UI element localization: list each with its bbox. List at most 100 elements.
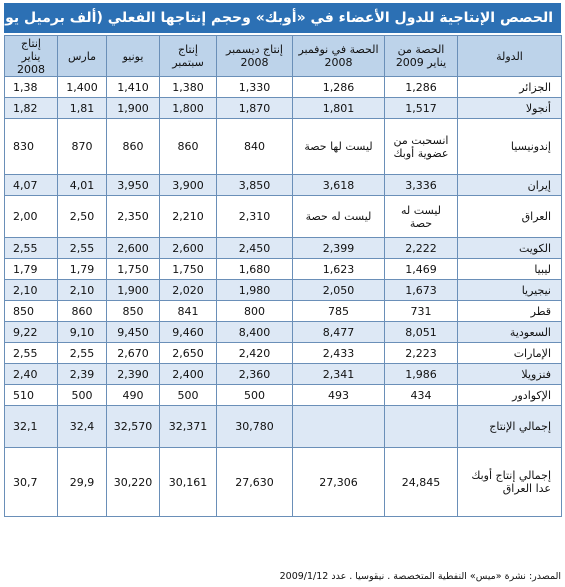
country-cell: فنزويلا bbox=[457, 363, 562, 385]
value-cell: 8,051 bbox=[384, 321, 458, 343]
table-row: العراق ليست له حصة ليست له حصة 2,310 2,210 2,… bbox=[4, 195, 562, 238]
column-header: إنتاج سبتمبر bbox=[159, 35, 217, 77]
country-cell: إندونيسيا bbox=[457, 118, 562, 175]
value-cell: 1,800 bbox=[159, 97, 217, 119]
value-cell: 2,650 bbox=[159, 342, 217, 364]
value-cell: 3,618 bbox=[292, 174, 385, 196]
value-cell: 8,400 bbox=[216, 321, 293, 343]
value-cell: 500 bbox=[216, 384, 293, 406]
column-header: الدولة bbox=[457, 35, 562, 77]
value-cell: 860 bbox=[106, 118, 160, 175]
value-cell: 1,673 bbox=[384, 279, 458, 301]
value-cell: 32,4 bbox=[57, 405, 107, 448]
value-cell: 870 bbox=[57, 118, 107, 175]
value-cell: 2,399 bbox=[292, 237, 385, 259]
value-cell: 3,950 bbox=[106, 174, 160, 196]
value-cell: 2,222 bbox=[384, 237, 458, 259]
value-cell: 830 bbox=[4, 118, 58, 175]
value-cell: 30,7 bbox=[4, 447, 58, 517]
value-cell: 3,336 bbox=[384, 174, 458, 196]
value-cell: 1,38 bbox=[4, 76, 58, 98]
value-cell: 2,433 bbox=[292, 342, 385, 364]
value-cell: 840 bbox=[216, 118, 293, 175]
value-cell: 1,750 bbox=[159, 258, 217, 280]
country-cell: الجزائر bbox=[457, 76, 562, 98]
table-row: الكويت 2,222 2,399 2,450 2,600 2,600 2,55 2,55 bbox=[4, 237, 562, 259]
value-cell: ليست له حصة bbox=[292, 195, 385, 238]
value-cell: 1,801 bbox=[292, 97, 385, 119]
country-cell: السعودية bbox=[457, 321, 562, 343]
table-row: أنجولا 1,517 1,801 1,870 1,800 1,900 1,81 1,82 bbox=[4, 97, 562, 119]
value-cell: 2,39 bbox=[57, 363, 107, 385]
value-cell: 500 bbox=[57, 384, 107, 406]
table-row: نيجيريا 1,673 2,050 1,980 2,020 1,900 2,10 2,10 bbox=[4, 279, 562, 301]
value-cell: 1,623 bbox=[292, 258, 385, 280]
value-cell: 1,286 bbox=[384, 76, 458, 98]
value-cell: 4,01 bbox=[57, 174, 107, 196]
country-cell: إيران bbox=[457, 174, 562, 196]
value-cell: انسحبت من عضوية أوبك bbox=[384, 118, 458, 175]
value-cell: 1,79 bbox=[57, 258, 107, 280]
value-cell: 32,1 bbox=[4, 405, 58, 448]
value-cell: 1,900 bbox=[106, 279, 160, 301]
value-cell: 32,371 bbox=[159, 405, 217, 448]
value-cell: 30,780 bbox=[216, 405, 293, 448]
table-header-row: الدولة الحصة من يناير 2009 الحصة في نوفمبر… bbox=[4, 35, 562, 77]
value-cell: 3,900 bbox=[159, 174, 217, 196]
value-cell: 2,600 bbox=[159, 237, 217, 259]
value-cell: 493 bbox=[292, 384, 385, 406]
value-cell: 27,630 bbox=[216, 447, 293, 517]
value-cell: 860 bbox=[159, 118, 217, 175]
value-cell: 850 bbox=[4, 300, 58, 322]
table-row: إيران 3,336 3,618 3,850 3,900 3,950 4,01 4,07 bbox=[4, 174, 562, 196]
country-cell: ليبيا bbox=[457, 258, 562, 280]
value-cell bbox=[384, 405, 458, 448]
column-header: إنتاج يناير 2008 bbox=[4, 35, 58, 77]
source-note: المصدر: نشرة «ميس» النفطية المتخصصة . ني… bbox=[279, 571, 561, 582]
opec-quota-table: الدولة الحصة من يناير 2009 الحصة في نوفمبر… bbox=[4, 35, 562, 517]
value-cell: 1,82 bbox=[4, 97, 58, 119]
value-cell: 27,306 bbox=[292, 447, 385, 517]
value-cell: ليست له حصة bbox=[384, 195, 458, 238]
value-cell: 30,161 bbox=[159, 447, 217, 517]
table-row: ليبيا 1,469 1,623 1,680 1,750 1,750 1,79 1,79 bbox=[4, 258, 562, 280]
value-cell: 24,845 bbox=[384, 447, 458, 517]
value-cell: 1,870 bbox=[216, 97, 293, 119]
value-cell: 731 bbox=[384, 300, 458, 322]
column-header: الحصة في نوفمبر 2008 bbox=[292, 35, 385, 77]
value-cell: 2,55 bbox=[57, 342, 107, 364]
value-cell: 434 bbox=[384, 384, 458, 406]
value-cell: 2,210 bbox=[159, 195, 217, 238]
value-cell: 8,477 bbox=[292, 321, 385, 343]
value-cell: 1,400 bbox=[57, 76, 107, 98]
value-cell: 2,020 bbox=[159, 279, 217, 301]
country-cell: العراق bbox=[457, 195, 562, 238]
value-cell: 2,55 bbox=[4, 237, 58, 259]
country-cell: الكويت bbox=[457, 237, 562, 259]
value-cell: 9,22 bbox=[4, 321, 58, 343]
table-row: إندونيسيا انسحبت من عضوية أوبك ليست لها حص… bbox=[4, 118, 562, 175]
value-cell: 2,420 bbox=[216, 342, 293, 364]
table-row: قطر 731 785 800 841 850 860 850 bbox=[4, 300, 562, 322]
value-cell: 860 bbox=[57, 300, 107, 322]
value-cell bbox=[292, 405, 385, 448]
value-cell: 1,750 bbox=[106, 258, 160, 280]
column-header: مارس bbox=[57, 35, 107, 77]
value-cell: 2,350 bbox=[106, 195, 160, 238]
page-title: الحصص الإنتاجية للدول الأعضاء في «أوبك» … bbox=[4, 3, 561, 33]
value-cell: 1,986 bbox=[384, 363, 458, 385]
value-cell: 2,50 bbox=[57, 195, 107, 238]
value-cell: 1,79 bbox=[4, 258, 58, 280]
country-cell: إجمالي الإنتاج bbox=[457, 405, 562, 448]
table-row: الإمارات 2,223 2,433 2,420 2,650 2,670 2,55 2,5… bbox=[4, 342, 562, 364]
value-cell: 2,223 bbox=[384, 342, 458, 364]
value-cell: 2,55 bbox=[4, 342, 58, 364]
value-cell: 1,680 bbox=[216, 258, 293, 280]
value-cell: 850 bbox=[106, 300, 160, 322]
value-cell: 4,07 bbox=[4, 174, 58, 196]
value-cell: 2,10 bbox=[4, 279, 58, 301]
country-cell: أنجولا bbox=[457, 97, 562, 119]
value-cell: 1,517 bbox=[384, 97, 458, 119]
column-header: يونيو bbox=[106, 35, 160, 77]
value-cell: 9,10 bbox=[57, 321, 107, 343]
